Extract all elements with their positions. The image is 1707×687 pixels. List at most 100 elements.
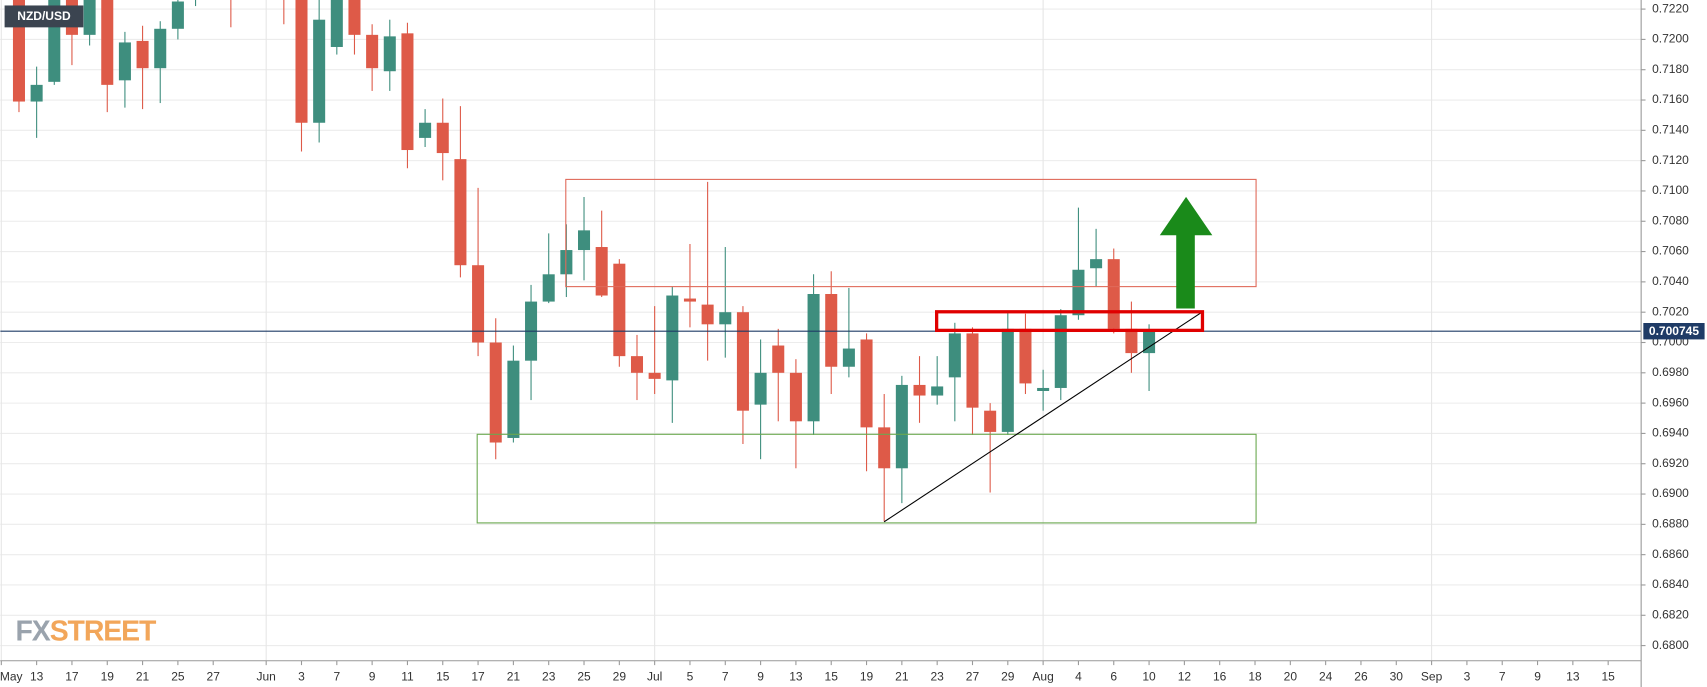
candle-body [154,28,167,69]
candle-body [754,372,767,405]
x-tick-label: 15 [825,669,839,683]
symbol-badge [4,5,84,28]
candle-body [595,247,608,296]
x-tick-label: 13 [789,669,803,683]
y-tick-label: 0.7040 [1652,274,1689,288]
candle-body [295,0,308,123]
candle-body [666,295,679,381]
candle-body [313,19,326,123]
candle-body [860,339,873,428]
y-tick-label: 0.7060 [1652,244,1689,258]
x-tick-label: 23 [930,669,944,683]
candle-body [613,263,626,357]
x-tick-label: Jul [647,669,662,683]
y-tick-label: 0.7100 [1652,183,1689,197]
y-tick-label: 0.6880 [1652,517,1689,531]
watermark-part: STREET [50,615,157,647]
candle-body [630,356,644,373]
x-tick-label: 25 [577,669,591,683]
y-tick-label: 0.7080 [1652,213,1689,227]
x-tick-label: Sep [1421,669,1443,683]
x-tick-label: 11 [401,669,414,683]
x-tick-label: 12 [1178,669,1192,683]
candle-body [683,298,696,302]
x-tick-label: 18 [1248,669,1262,683]
candle-body [736,312,749,411]
x-tick-label: 19 [101,669,115,683]
y-tick-label: 0.7020 [1652,304,1689,318]
candle-body [401,33,414,151]
y-tick-label: 0.6840 [1652,577,1689,591]
x-tick-label: 25 [171,669,185,683]
candle-body [419,122,432,138]
y-tick-label: 0.6900 [1652,486,1689,500]
grid [0,0,1642,661]
candle-body [383,36,396,72]
candles [0,0,1642,522]
up-arrow [1159,196,1213,309]
candle-body [948,333,961,378]
y-tick-label: 0.7180 [1652,62,1689,76]
candle-body [878,427,891,469]
x-tick-label: 30 [1390,669,1404,683]
candle-body [807,294,820,422]
candle-body [825,294,838,367]
breakout-zone [934,310,1205,333]
x-tick-label: 7 [333,669,340,683]
y-tick-label: 0.7220 [1652,1,1689,15]
candle-body [560,250,573,275]
y-tick-label: 0.6860 [1652,547,1689,561]
candle-body [966,333,979,408]
x-tick-label: 21 [895,669,909,683]
candle-body [330,0,343,47]
candle-body [348,0,361,35]
x-tick-label: 16 [1213,669,1227,683]
y-tick-label: 0.6800 [1652,638,1689,652]
candle-body [507,360,520,438]
x-tick-label: 9 [369,669,376,683]
candle-body [118,42,131,81]
chart-title: NZD/USD [17,9,71,23]
candle-body [1001,328,1014,432]
x-tick-label: 24 [1319,669,1333,683]
annotations [476,178,1257,524]
candle-body [772,345,785,373]
x-tick-label: 15 [436,669,450,683]
candle-body [472,265,485,343]
x-tick-label: 7 [1499,669,1506,683]
x-tick-label: 9 [1534,669,1541,683]
x-tick-label: 26 [1354,669,1368,683]
x-tick-label: 21 [136,669,150,683]
y-tick-label: 0.6980 [1652,365,1689,379]
candle-body [895,384,908,469]
candle-body [101,0,114,85]
candle-body [1125,328,1138,354]
x-tick-label: 15 [1601,669,1615,683]
candle-body [1143,331,1156,354]
x-tick-label: 13 [1566,669,1580,683]
x-tick-label: 5 [687,669,694,683]
watermark: FXSTREET [16,615,157,647]
x-tick-label: 6 [1110,669,1117,683]
x-tick-label: 20 [1284,669,1298,683]
x-tick-label: 27 [966,669,980,683]
candle-body [30,84,43,102]
candle-body [83,0,96,35]
x-tick-label: 9 [757,669,764,683]
y-tick-label: 0.6820 [1652,607,1689,621]
candle-body [1090,259,1103,269]
candle-body [171,1,184,29]
last-price-badge [1643,323,1705,340]
x-tick-label: 17 [471,669,485,683]
y-tick-label: 0.7140 [1652,123,1689,137]
candle-body [1054,315,1067,388]
candle-body [136,40,149,69]
x-tick-label: 4 [1075,669,1082,683]
candle-body [489,342,502,443]
x-tick-label: 10 [1142,669,1156,683]
watermark-part: FX [16,615,51,647]
candle-body [789,372,802,422]
x-tick-label: 29 [613,669,627,683]
x-tick-label: Aug [1032,669,1053,683]
